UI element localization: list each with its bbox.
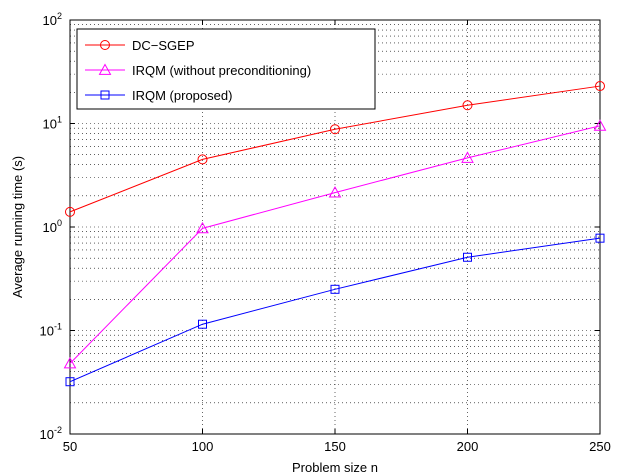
data-point-square (65, 377, 75, 387)
data-point-triangle (63, 356, 77, 369)
data-point-circle (595, 81, 605, 92)
legend-marker-circle (100, 40, 110, 50)
legend-box (76, 28, 376, 110)
x-tick-label: 150 (324, 439, 346, 454)
series-line (69, 85, 601, 213)
data-point-circle (65, 206, 75, 217)
x-tick-label: 200 (457, 439, 479, 454)
x-axis-label: Problem size n (292, 460, 378, 475)
legend-label: DC−SGEP (132, 38, 195, 53)
series-3 (65, 233, 605, 387)
legend-item: IRQM (without preconditioning) (85, 63, 311, 78)
data-point-square (463, 252, 472, 262)
data-point-circle (330, 124, 340, 135)
x-tick-label: 100 (192, 439, 214, 454)
x-tick-label: 250 (589, 439, 611, 454)
series-2 (63, 119, 607, 369)
series-1 (65, 81, 605, 217)
legend-item: DC−SGEP (85, 38, 195, 53)
legend-label: IRQM (proposed) (132, 88, 232, 103)
legend-item: IRQM (proposed) (85, 88, 232, 103)
series-line (69, 237, 601, 383)
y-tick-label: 100 (43, 218, 62, 235)
data-point-circle (462, 100, 473, 111)
data-point-square (198, 319, 207, 329)
y-axis-label: Average running time (s) (10, 156, 25, 298)
series-group (63, 81, 607, 387)
legend: DC−SGEP IRQM (without preconditioning) IRQ… (76, 28, 376, 110)
axis-ticks: 50 100 150 200 250 10-2 10-1 100 101 102 (40, 11, 611, 454)
data-point-triangle (593, 119, 607, 131)
y-tick-label: 10-1 (40, 322, 62, 339)
data-point-circle (197, 154, 208, 165)
data-point-square (595, 233, 605, 243)
data-point-triangle (328, 186, 342, 198)
legend-label: IRQM (without preconditioning) (132, 63, 311, 78)
y-tick-label: 101 (43, 115, 62, 132)
data-point-triangle (196, 221, 209, 234)
data-point-square (330, 284, 340, 294)
legend-marker-triangle (98, 63, 112, 75)
x-tick-label: 50 (63, 439, 77, 454)
legend-marker-square (100, 90, 110, 100)
series-line (69, 125, 601, 364)
data-point-triangle (461, 151, 474, 163)
y-tick-label: 10-2 (40, 425, 62, 442)
y-tick-label: 102 (43, 11, 62, 28)
